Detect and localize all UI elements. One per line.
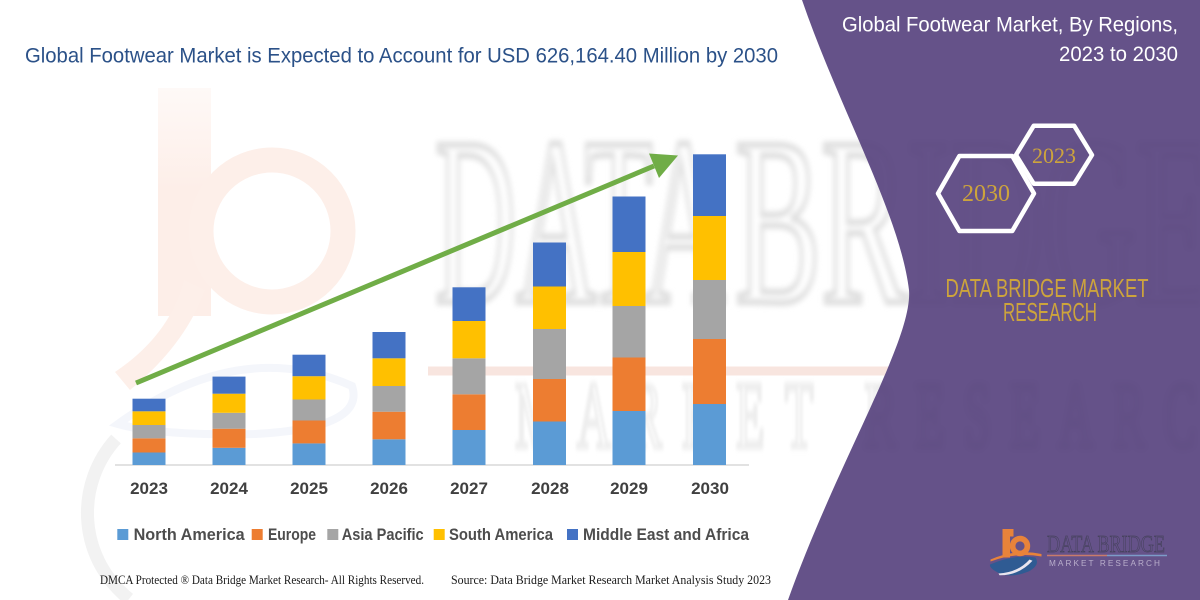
svg-text:Asia Pacific: Asia Pacific bbox=[342, 525, 424, 544]
svg-text:2027: 2027 bbox=[450, 479, 488, 498]
svg-text:2024: 2024 bbox=[210, 479, 248, 498]
svg-text:RESEARCH: RESEARCH bbox=[1003, 297, 1097, 327]
svg-text:2025: 2025 bbox=[290, 479, 328, 498]
svg-text:2028: 2028 bbox=[531, 479, 569, 498]
svg-text:Global Footwear Market, By Reg: Global Footwear Market, By Regions, bbox=[842, 14, 1178, 37]
svg-text:2026: 2026 bbox=[370, 479, 408, 498]
svg-text:Middle East and Africa: Middle East and Africa bbox=[583, 525, 749, 544]
svg-text:2023: 2023 bbox=[1032, 143, 1076, 168]
svg-text:2030: 2030 bbox=[691, 479, 729, 498]
svg-text:DATA BRIDGE MARKET: DATA BRIDGE MARKET bbox=[946, 273, 1149, 303]
svg-text:2023: 2023 bbox=[130, 479, 168, 498]
svg-text:DATA BRIDGE: DATA BRIDGE bbox=[1047, 532, 1165, 558]
svg-text:North America: North America bbox=[134, 525, 246, 544]
svg-text:DMCA Protected ® Data Bridge M: DMCA Protected ® Data Bridge Market Rese… bbox=[100, 572, 424, 587]
svg-text:MARKET RESEARCH: MARKET RESEARCH bbox=[1049, 559, 1162, 568]
svg-text:Europe: Europe bbox=[268, 525, 316, 544]
svg-text:Source: Data Bridge Market Res: Source: Data Bridge Market Research Mark… bbox=[451, 572, 771, 587]
svg-text:Global Footwear Market is Expe: Global Footwear Market is Expected to Ac… bbox=[25, 44, 778, 68]
svg-text:2030: 2030 bbox=[962, 181, 1010, 207]
svg-text:2029: 2029 bbox=[610, 479, 648, 498]
svg-text:South America: South America bbox=[449, 525, 553, 544]
svg-text:2023 to 2030: 2023 to 2030 bbox=[1059, 43, 1178, 66]
